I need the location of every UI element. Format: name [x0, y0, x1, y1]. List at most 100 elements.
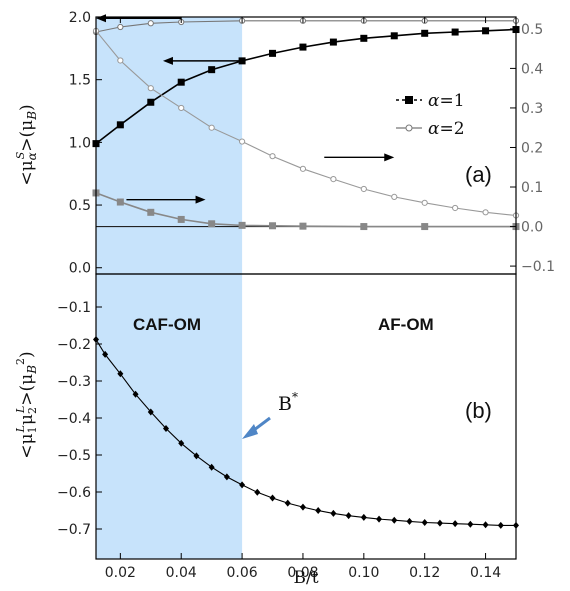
- a-right-tick-label-3: 0.2: [521, 140, 543, 156]
- point-a1_left-6: [269, 49, 277, 57]
- point-a1_left-8: [329, 38, 337, 46]
- point-a1_right-6: [269, 222, 277, 230]
- point-a1_right-1: [116, 198, 124, 206]
- point-a1_left-7: [299, 43, 307, 51]
- point-a2_left-2: [147, 20, 154, 27]
- point-a2_right-4: [208, 124, 215, 131]
- point-a2_right-13: [482, 209, 489, 216]
- point-a2_right-11: [421, 199, 428, 206]
- point-b-10: [239, 481, 246, 489]
- b-star-arrow-head: [242, 424, 258, 439]
- b-left-tick-label-3: −0.4: [57, 411, 91, 427]
- tick-layer: 0.0 0.5 1.0 1.5 2.0 −0.1 0.0 0.1 0.2 0.3 0.4 0.5 −0.…: [57, 10, 555, 581]
- region-label-caf-om: CAF-OM: [133, 315, 201, 334]
- point-a1_right-5: [238, 221, 246, 229]
- panel-a-label: (a): [465, 162, 492, 187]
- a-right-tick-label-1: 0.0: [521, 220, 543, 236]
- point-b-24: [452, 520, 459, 528]
- point-b-5: [163, 424, 169, 432]
- b-left-tick-label-5: −0.6: [57, 485, 91, 501]
- point-a1_right-3: [177, 215, 185, 223]
- a-left-tick-label-3: 1.5: [69, 73, 91, 89]
- point-a2_right-6: [269, 153, 276, 160]
- point-a2_right-10: [391, 193, 398, 200]
- point-b-21: [406, 517, 413, 525]
- x-tick-label-4: 0.10: [348, 565, 379, 581]
- point-b-13: [284, 499, 291, 507]
- point-a1_right-7: [299, 222, 307, 230]
- b-series-b: [93, 336, 519, 529]
- point-a2_left-1: [117, 23, 124, 31]
- b-star-superscript: *: [292, 390, 298, 404]
- point-b-7: [193, 452, 200, 460]
- legend-entry-alpha-2: α=2: [396, 119, 465, 139]
- point-a1_right-8: [360, 223, 368, 231]
- svg-text:B*: B*: [278, 390, 298, 415]
- panel-a-ylabel: <μαS>(μB): [14, 104, 39, 185]
- x-axis-label: B/t: [293, 568, 318, 588]
- point-b-25: [467, 520, 474, 528]
- b-left-tick-label-1: −0.2: [57, 337, 91, 353]
- direction-arrow-3: [126, 195, 206, 204]
- point-a1_right-4: [208, 220, 216, 228]
- point-a1_left-12: [451, 28, 459, 36]
- point-a2_right-8: [330, 176, 337, 183]
- point-a1_left-10: [390, 32, 398, 40]
- point-b-1: [102, 350, 109, 358]
- direction-arrow-1: [162, 56, 243, 65]
- x-tick-label-0: 0.02: [105, 565, 136, 581]
- point-a2_right-7: [299, 165, 307, 172]
- a-left-tick-label-4: 2.0: [69, 10, 91, 26]
- arrow-layer: [96, 14, 395, 204]
- a-right-tick-label-2: 0.1: [521, 180, 543, 196]
- b-left-tick-label-2: −0.3: [57, 374, 91, 390]
- point-a1_left-11: [421, 29, 429, 37]
- a-right-tick-label-0: −0.1: [521, 259, 555, 275]
- x-tick-label-6: 0.14: [470, 565, 501, 581]
- point-b-17: [345, 512, 352, 520]
- b-left-tick-label-0: −0.1: [57, 300, 91, 316]
- series-layer: [92, 17, 520, 529]
- point-b-4: [147, 408, 154, 416]
- panel-b-ylabel: <μ1Lμ2L>(μB2): [14, 351, 39, 458]
- svg-text:α=2: α=2: [428, 119, 465, 139]
- svg-text:<μ1Lμ2L>(μB2): <μ1Lμ2L>(μB2): [14, 351, 39, 458]
- point-a2_right-12: [452, 204, 459, 212]
- a-series-a2_left: [92, 17, 520, 36]
- point-a2_right-9: [360, 185, 367, 193]
- a-left-tick-label-1: 0.5: [69, 198, 91, 214]
- panel-b-frame: [95, 273, 517, 560]
- panel-b-label: (b): [465, 398, 492, 423]
- point-b-22: [421, 519, 428, 527]
- point-a2_right-1: [117, 57, 124, 64]
- legend-entry-alpha-1: α=1: [396, 91, 465, 111]
- svg-text:α=1: α=1: [428, 91, 465, 111]
- x-tick-label-2: 0.06: [227, 565, 258, 581]
- direction-arrow-2: [324, 153, 395, 162]
- point-a1_left-3: [177, 78, 185, 86]
- point-b-23: [436, 519, 443, 527]
- point-b-26: [482, 521, 489, 529]
- point-a2_right-5: [238, 138, 246, 145]
- x-tick-label-3: 0.08: [287, 565, 318, 581]
- caf-om-shaded-region: [96, 17, 243, 559]
- point-b-6: [178, 439, 185, 447]
- point-b-3: [132, 390, 139, 398]
- point-b-8: [208, 463, 215, 471]
- point-b-14: [299, 503, 306, 511]
- point-b-11: [254, 488, 261, 496]
- x-tick-label-1: 0.04: [166, 565, 197, 581]
- point-a1_left-9: [360, 34, 368, 42]
- point-b-16: [330, 509, 337, 517]
- point-a1_left-4: [208, 66, 216, 74]
- point-a2_right-3: [178, 104, 185, 112]
- b-left-tick-label-6: −0.7: [57, 522, 91, 538]
- b-star-annotation: B*: [242, 390, 298, 439]
- region-label-af-om: AF-OM: [378, 315, 434, 334]
- x-tick-label-5: 0.12: [409, 565, 440, 581]
- legend: α=1 α=2: [396, 91, 465, 139]
- point-a2_right-2: [147, 85, 154, 92]
- point-b-19: [376, 515, 383, 523]
- point-b-20: [391, 516, 398, 524]
